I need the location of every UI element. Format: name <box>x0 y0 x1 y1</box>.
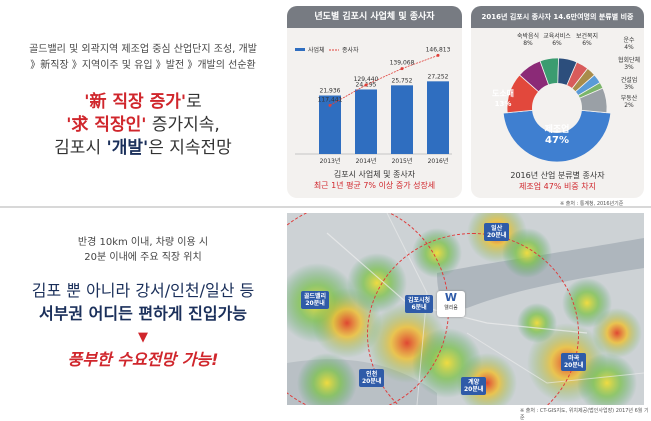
bar-chart-caption2: 최근 1년 평균 7% 이상 증가 성장세 <box>313 181 436 190</box>
bottom-desc-line2: 20분 이내에 주요 직장 위치 <box>84 252 202 263</box>
bar-category-label: 2013년 <box>320 157 341 165</box>
pie-chart-caption: 2016년 산업 분류별 종사자 <box>510 171 605 180</box>
pie-label-5-name: 협회단체 <box>618 56 640 64</box>
intro-desc-line1: 골드밸리 및 외곽지역 제조업 중심 산업단지 조성, 개발 <box>29 44 257 55</box>
intro-heading-1: '新 직장 증가'로 <box>84 92 202 112</box>
bar <box>355 89 377 154</box>
pie-center-label: 제조업 <box>545 123 570 135</box>
pie-label-3-name: 보건복지 <box>576 32 598 40</box>
pie-label-7-value: 2% <box>624 102 634 109</box>
line-value-label: 129,440 <box>354 76 379 83</box>
bar-value-label: 25,752 <box>392 77 413 84</box>
bar-category-label: 2014년 <box>356 157 377 165</box>
pie-label-4-name: 운수 <box>623 37 635 44</box>
line-point <box>328 103 332 107</box>
map-tag-incheon: 인천 20분내 <box>359 369 385 387</box>
brand-label: 웰리움 <box>444 305 458 311</box>
pie-label-1-value: 8% <box>523 40 533 47</box>
bar <box>427 81 449 154</box>
bar-chart-caption: 김포시 사업체 및 종사자 <box>333 170 416 179</box>
bottom-text-section: 반경 10km 이내, 차량 이용 시 20분 이내에 주요 직장 위치 김포 … <box>8 213 278 413</box>
bar-chart-panel: 년도별 김포시 사업체 및 종사자 사업체종사자21,9362013년24,19… <box>287 6 462 198</box>
line-point <box>400 67 404 71</box>
pie-label-2-value: 6% <box>552 40 562 47</box>
intro-heading-2: '求 직장인' 증가지속, <box>66 115 220 135</box>
bottom-desc-line1: 반경 10km 이내, 차량 이용 시 <box>77 237 209 248</box>
heat-map: 일산 20분내 골드밸리 20분내 김포시청 6분내 마곡 20분내 인천 20분내 계양… <box>287 213 644 405</box>
map-tag-gimpo-cityhall: 김포시청 6분내 <box>405 295 434 313</box>
bar-value-label: 27,252 <box>428 73 449 80</box>
pie-chart-caption2: 제조업 47% 비중 차지 <box>519 182 596 191</box>
pie-label-7-name: 부동산 <box>621 94 638 102</box>
heat-blob <box>577 353 637 405</box>
line-series <box>329 55 439 106</box>
brand-logo: W 웰리움 <box>437 291 465 317</box>
bottom-heading-3: 풍부한 수요전망 가능! <box>67 350 219 369</box>
intro-heading-3: 김포시 '개발'은 지속전망 <box>54 138 232 158</box>
pie-label-3-value: 6% <box>582 40 592 47</box>
brand-logo-icon: W <box>444 291 458 304</box>
bar-value-label: 21,936 <box>320 88 341 95</box>
legend-line-label: 종사자 <box>342 46 359 54</box>
pie-label-6-value: 3% <box>624 84 634 91</box>
bar-chart-title: 년도별 김포시 사업체 및 종사자 <box>287 6 462 28</box>
heat-blob <box>592 308 642 358</box>
intro-desc-line2: 》新직장 》지역이주 및 유입 》발전 》개발의 선순환 <box>30 60 256 71</box>
line-value-label: 139,068 <box>390 60 415 67</box>
bottom-heading-2: 서부권 어디든 편하게 진입가능 <box>38 304 248 323</box>
down-arrow-icon: ▼ <box>138 330 148 345</box>
intro-section: 골드밸리 및 외곽지역 제조업 중심 산업단지 조성, 개발 》新직장 》지역이… <box>8 0 278 200</box>
bar-category-label: 2015년 <box>392 157 413 165</box>
pie-chart-title: 2016년 김포시 종사자 14.6만여명의 분류별 비중 <box>471 6 644 28</box>
pie-chart-panel: 2016년 김포시 종사자 14.6만여명의 분류별 비중 제조업 47% 숙박음식… <box>471 6 644 198</box>
pie-label-2-name: 교육서비스 <box>543 32 571 40</box>
pie-label-1-name: 숙박음식 <box>517 32 539 40</box>
pie-source: ※ 출처 : 통계청, 2016년기준 <box>560 201 624 207</box>
bar-chart: 사업체종사자21,9362013년24,1952014년25,7522015년2… <box>295 46 452 165</box>
map-tag-goldvalley: 골드밸리 20분내 <box>301 291 330 309</box>
bar <box>319 95 341 154</box>
map-source: ※ 출처 : CT-GIS지도, 위치제공(법인사업장) 2017년 6월 기준 <box>520 408 649 421</box>
bar <box>391 85 413 154</box>
legend-bar-swatch <box>295 48 305 51</box>
line-point <box>364 83 368 87</box>
donut-hole <box>532 83 582 133</box>
bar-category-label: 2016년 <box>428 157 449 165</box>
line-value-label: 117,441 <box>318 96 343 103</box>
map-tag-magok: 마곡 20분내 <box>561 353 587 371</box>
map-tag-gyeyang: 계양 20분내 <box>461 377 487 395</box>
section-divider <box>0 206 651 208</box>
pie-label-8-name: 도소매 <box>492 88 514 98</box>
pie-slice <box>502 107 612 163</box>
map-tag-ilsan: 일산 20분내 <box>484 223 510 241</box>
line-value-label: 146,813 <box>426 46 451 53</box>
pie-label-4-value: 4% <box>624 44 634 51</box>
pie-label-6-name: 건설업 <box>621 76 638 84</box>
bottom-heading-1: 김포 뿐 아니라 강서/인천/일산 등 <box>31 281 255 300</box>
line-point <box>436 53 440 57</box>
legend-bar-label: 사업체 <box>308 46 325 54</box>
pie-center-value: 47% <box>545 135 569 146</box>
pie-label-8-value: 13% <box>495 100 512 108</box>
pie-label-5-value: 3% <box>624 64 634 71</box>
